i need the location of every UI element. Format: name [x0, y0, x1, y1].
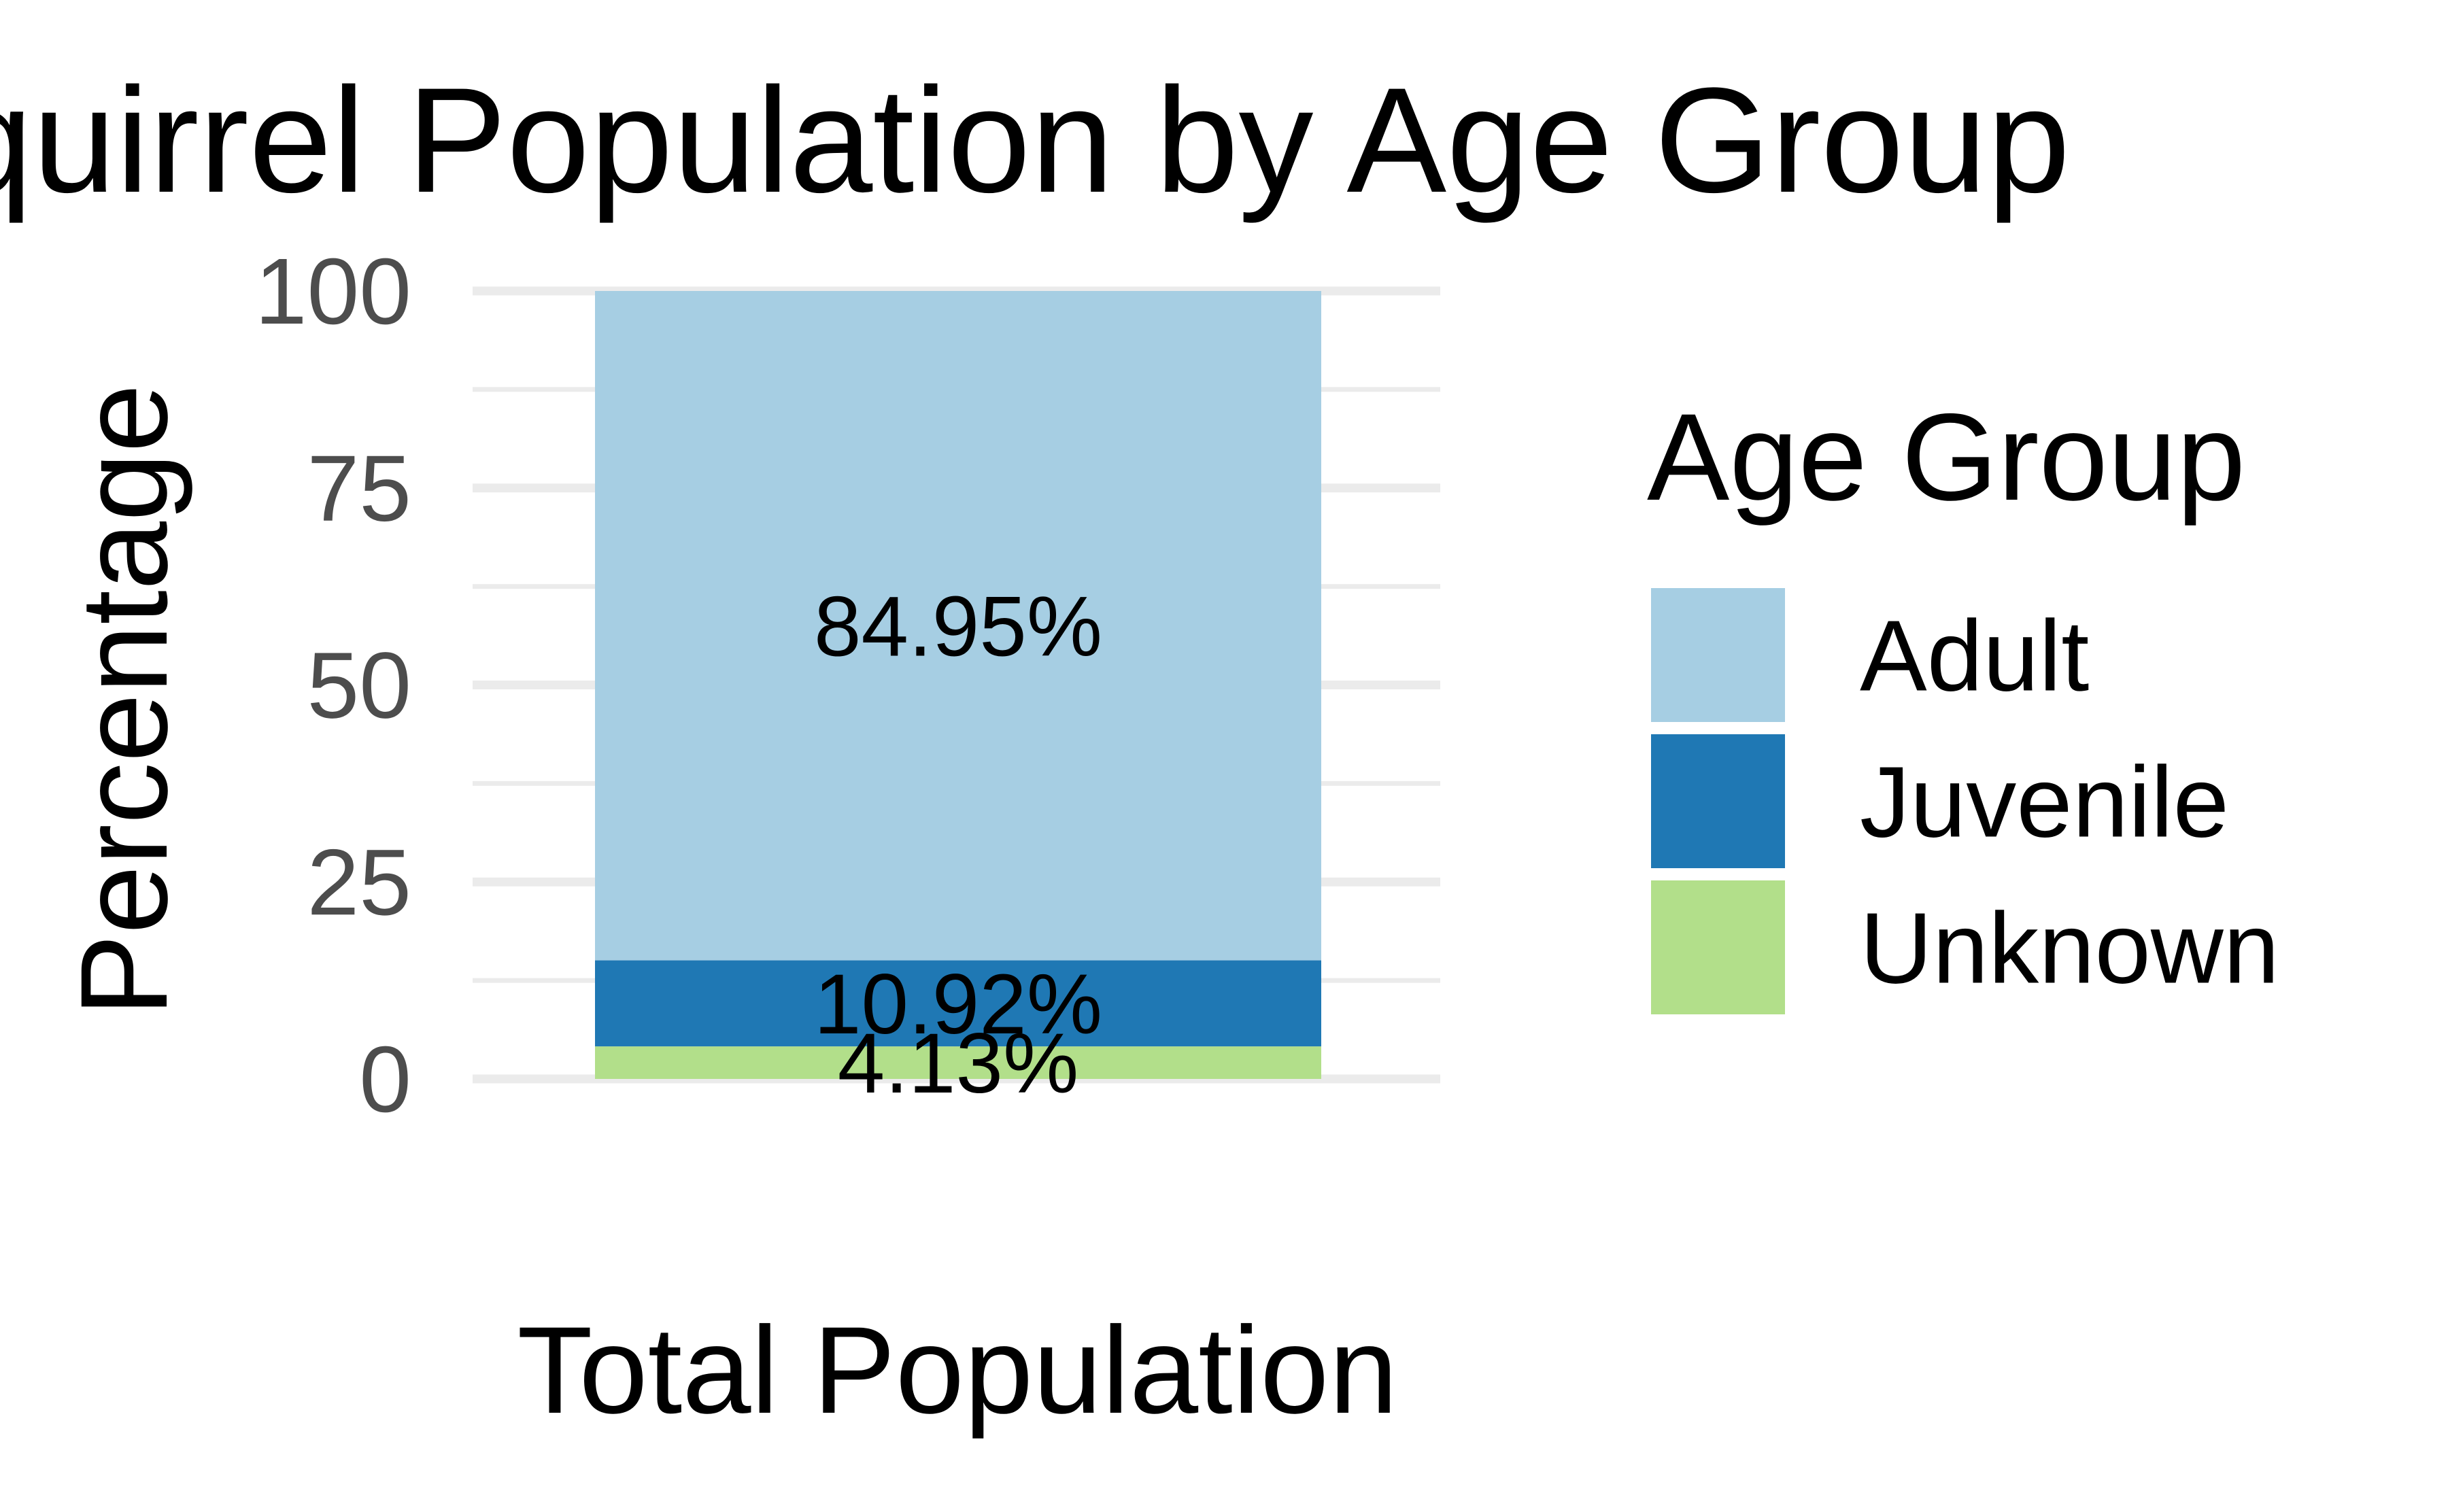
- y-tick-label: 50: [307, 634, 412, 738]
- legend-label-unknown: Unknown: [1860, 893, 2279, 1005]
- data-label-unknown: 4.13%: [838, 1016, 1078, 1111]
- bar-segment-adult: [595, 291, 1321, 961]
- y-tick-labels: 0 25 50 75 100: [255, 239, 411, 1132]
- y-axis-title: Percentage: [54, 384, 193, 1017]
- bar-segment-juvenile: [595, 960, 1321, 1047]
- bars-layer: [595, 291, 1321, 1079]
- legend-label-adult: Adult: [1860, 600, 2089, 712]
- data-labels-layer: 4.13%10.92% 84.95%: [814, 579, 1102, 1111]
- legend-title: Age Group: [1647, 388, 2245, 526]
- chart-title: Park Squirrel Population by Age Group: [0, 56, 2070, 224]
- y-tick-label: 25: [307, 830, 412, 935]
- legend: Age Group Adult Juvenile Unknown: [1647, 388, 2279, 1014]
- legend-items: Adult Juvenile Unknown: [1651, 588, 2279, 1014]
- legend-key-adult: [1651, 588, 1785, 722]
- bar-segment-unknown: [595, 1046, 1321, 1079]
- y-tick-label: 100: [255, 239, 411, 344]
- legend-label-juvenile: Juvenile: [1860, 746, 2229, 859]
- legend-key-juvenile: [1651, 734, 1785, 868]
- data-label-adult: 84.95%: [814, 579, 1102, 674]
- data-label-juvenile: 10.92%: [814, 957, 1102, 1052]
- x-axis-category-label: Total Population: [517, 1301, 1397, 1439]
- y-tick-label: 0: [359, 1027, 411, 1132]
- legend-key-unknown: [1651, 880, 1785, 1014]
- y-tick-label: 75: [307, 436, 412, 541]
